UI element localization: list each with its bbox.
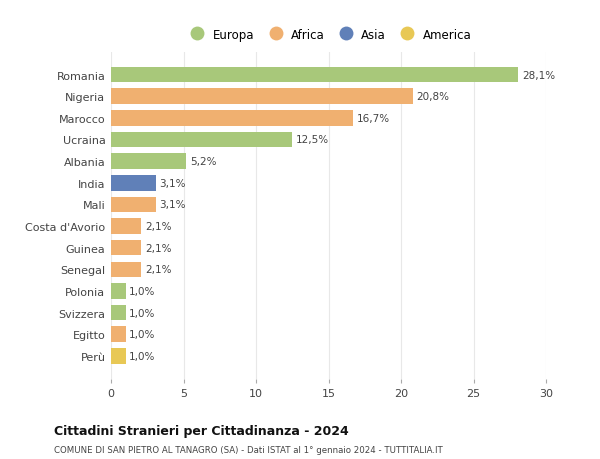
Text: 1,0%: 1,0%	[129, 308, 155, 318]
Text: Cittadini Stranieri per Cittadinanza - 2024: Cittadini Stranieri per Cittadinanza - 2…	[54, 425, 349, 437]
Text: 28,1%: 28,1%	[522, 70, 555, 80]
Bar	[111, 219, 142, 234]
Bar	[111, 305, 125, 321]
Text: 1,0%: 1,0%	[129, 351, 155, 361]
Text: 2,1%: 2,1%	[145, 265, 172, 274]
Bar	[111, 132, 292, 148]
Text: 2,1%: 2,1%	[145, 222, 172, 231]
Text: 1,0%: 1,0%	[129, 330, 155, 340]
Text: COMUNE DI SAN PIETRO AL TANAGRO (SA) - Dati ISTAT al 1° gennaio 2024 - TUTTITALI: COMUNE DI SAN PIETRO AL TANAGRO (SA) - D…	[54, 445, 443, 454]
Legend: Europa, Africa, Asia, America: Europa, Africa, Asia, America	[183, 26, 474, 44]
Text: 3,1%: 3,1%	[160, 179, 186, 188]
Bar	[111, 197, 156, 213]
Text: 2,1%: 2,1%	[145, 243, 172, 253]
Bar	[111, 348, 125, 364]
Text: 5,2%: 5,2%	[190, 157, 217, 167]
Bar	[111, 111, 353, 126]
Bar	[111, 175, 156, 191]
Bar	[111, 67, 518, 83]
Bar	[111, 284, 125, 299]
Bar	[111, 154, 187, 169]
Text: 20,8%: 20,8%	[416, 92, 449, 102]
Bar	[111, 89, 413, 105]
Bar	[111, 241, 142, 256]
Text: 12,5%: 12,5%	[296, 135, 329, 145]
Bar	[111, 327, 125, 342]
Text: 3,1%: 3,1%	[160, 200, 186, 210]
Text: 16,7%: 16,7%	[357, 113, 390, 123]
Bar	[111, 262, 142, 278]
Text: 1,0%: 1,0%	[129, 286, 155, 297]
